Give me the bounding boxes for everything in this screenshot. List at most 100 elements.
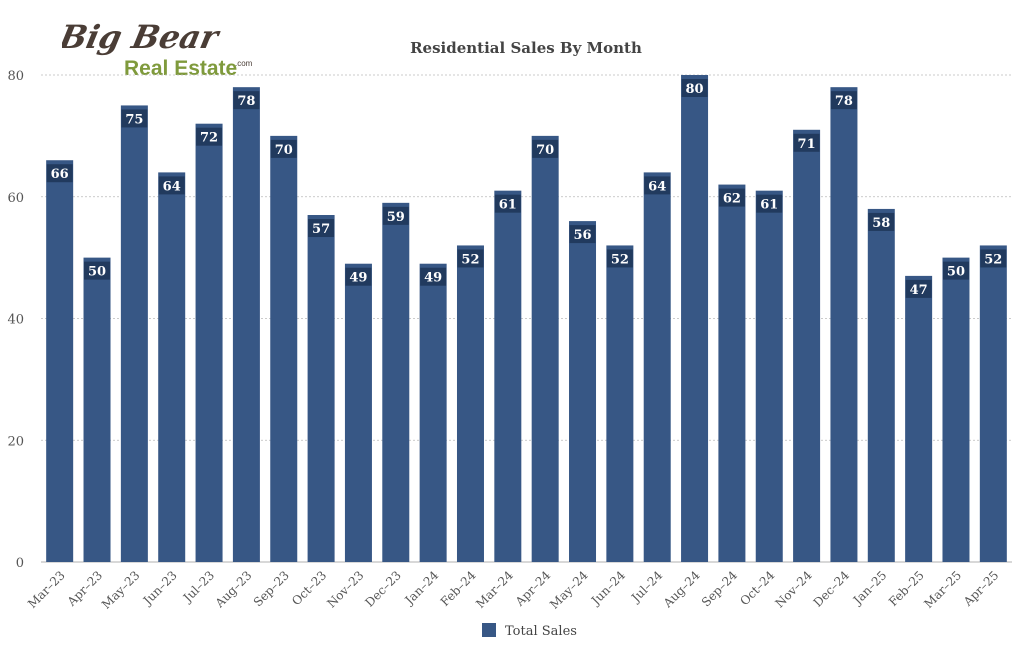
bar-Aug-23[interactable]: 78 <box>232 87 260 563</box>
bar[interactable] <box>643 172 671 562</box>
bar[interactable] <box>307 215 335 562</box>
svg-text:.com: .com <box>235 59 253 68</box>
bar[interactable] <box>46 160 74 562</box>
data-label-bg <box>681 79 708 97</box>
x-tick-label: Nov–23 <box>324 568 366 610</box>
bar[interactable] <box>382 202 410 562</box>
data-label: 49 <box>349 271 367 286</box>
bar[interactable] <box>755 190 783 562</box>
bar[interactable] <box>942 257 970 562</box>
bar-Jul-24[interactable]: 64 <box>643 172 671 562</box>
data-label: 52 <box>984 252 1002 267</box>
data-label-bg <box>84 261 111 280</box>
data-label: 75 <box>125 112 143 127</box>
x-tick-label: Dec–23 <box>362 568 404 610</box>
data-label-bg <box>233 91 260 110</box>
bar[interactable] <box>867 208 895 563</box>
bar-Dec-24[interactable]: 78 <box>830 87 858 563</box>
bar[interactable] <box>905 275 933 562</box>
x-tick-label: Mar–24 <box>473 568 516 611</box>
bar-Apr-25[interactable]: 52 <box>979 245 1007 562</box>
y-tick-label: 20 <box>7 434 24 449</box>
bar[interactable] <box>270 135 298 562</box>
bar-Apr-23[interactable]: 50 <box>83 257 111 562</box>
data-label-bg <box>905 279 932 298</box>
data-label-bg <box>121 109 148 128</box>
x-tick-label: Feb–24 <box>438 568 479 609</box>
bar[interactable] <box>606 245 634 562</box>
bar[interactable] <box>158 172 186 562</box>
data-label: 52 <box>611 252 629 267</box>
bar-Apr-24[interactable]: 70 <box>531 135 559 562</box>
bar[interactable] <box>344 263 372 562</box>
bar-Mar-24[interactable]: 61 <box>494 190 522 562</box>
bar-Dec-23[interactable]: 59 <box>382 202 410 562</box>
bar[interactable] <box>494 190 522 562</box>
bar-Nov-24[interactable]: 71 <box>793 129 821 562</box>
data-label: 50 <box>88 265 106 280</box>
bar[interactable] <box>419 263 447 562</box>
bar[interactable] <box>569 221 597 562</box>
data-label-bg <box>532 139 559 158</box>
data-label: 64 <box>648 179 666 194</box>
x-tick-label: Sep–23 <box>251 568 292 609</box>
data-label: 50 <box>947 265 965 280</box>
data-label: 57 <box>312 222 330 237</box>
y-tick-label: 60 <box>7 191 24 206</box>
svg-text:Big Bear: Big Bear <box>62 18 224 56</box>
x-tick-label: Dec–24 <box>811 568 853 610</box>
data-label: 61 <box>760 198 778 213</box>
legend[interactable]: Total Sales <box>482 623 577 639</box>
bar-Mar-23[interactable]: 66 <box>46 160 74 562</box>
bar[interactable] <box>83 257 111 562</box>
data-label: 52 <box>461 252 479 267</box>
bar-Oct-23[interactable]: 57 <box>307 215 335 562</box>
data-label: 49 <box>424 271 442 286</box>
bar[interactable] <box>120 105 148 562</box>
bar-Jul-23[interactable]: 72 <box>195 123 223 562</box>
bar-Sep-24[interactable]: 62 <box>718 184 746 562</box>
bar[interactable] <box>531 135 559 562</box>
bar-Feb-25[interactable]: 47 <box>905 275 933 562</box>
bar-Jan-25[interactable]: 58 <box>867 208 895 563</box>
chart-title: Residential Sales By Month <box>410 39 642 57</box>
bar-May-23[interactable]: 75 <box>120 105 148 562</box>
data-label-bg <box>308 219 335 238</box>
data-label-bg <box>606 249 633 268</box>
bar[interactable] <box>718 184 746 562</box>
data-label-bg <box>644 176 671 195</box>
y-tick-label: 40 <box>7 313 24 328</box>
bar[interactable] <box>456 245 484 562</box>
data-label-bg <box>158 176 185 195</box>
bar[interactable] <box>195 123 223 562</box>
data-label-bg <box>942 261 969 280</box>
data-label-bg <box>718 188 745 207</box>
bar-Jun-24[interactable]: 52 <box>606 245 634 562</box>
bar-Jan-24[interactable]: 49 <box>419 263 447 562</box>
bar[interactable] <box>232 87 260 563</box>
bar[interactable] <box>681 75 709 562</box>
svg-text:Real Estate: Real Estate <box>124 57 237 80</box>
bar-Nov-23[interactable]: 49 <box>344 263 372 562</box>
data-label: 80 <box>686 82 704 97</box>
data-label-bg <box>270 139 297 158</box>
bar[interactable] <box>830 87 858 563</box>
bar-Jun-23[interactable]: 64 <box>158 172 186 562</box>
data-label: 71 <box>798 137 816 152</box>
data-label-bg <box>494 194 521 213</box>
bar-Sep-23[interactable]: 70 <box>270 135 298 562</box>
x-tick-label: Jan–25 <box>849 568 889 608</box>
bar-Oct-24[interactable]: 61 <box>755 190 783 562</box>
data-label: 64 <box>163 179 181 194</box>
bar-Aug-24[interactable]: 80 <box>681 75 709 562</box>
data-label: 58 <box>872 216 890 231</box>
bar[interactable] <box>793 129 821 562</box>
bar-May-24[interactable]: 56 <box>569 221 597 562</box>
bar-Mar-25[interactable]: 50 <box>942 257 970 562</box>
x-tick-label: Apr–25 <box>960 568 1001 609</box>
data-label-bg <box>46 164 73 183</box>
big-bear-logo: Big Bear Real Estate .com <box>55 18 262 80</box>
data-label-bg <box>830 91 857 110</box>
bar[interactable] <box>979 245 1007 562</box>
bar-Feb-24[interactable]: 52 <box>456 245 484 562</box>
